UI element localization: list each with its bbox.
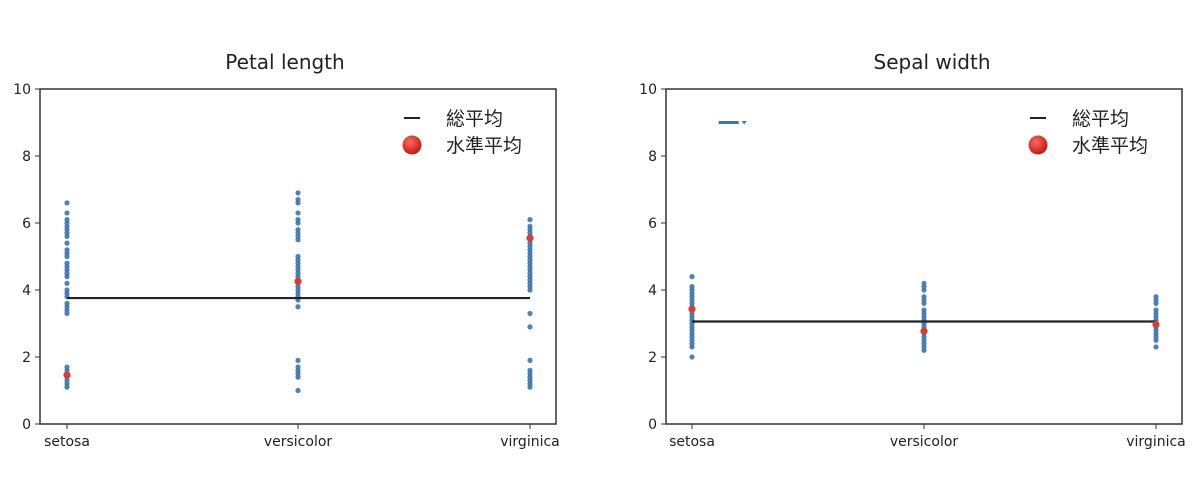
data-point — [295, 304, 301, 310]
data-point — [527, 217, 533, 223]
data-point — [527, 367, 533, 373]
level-mean-marker — [63, 371, 71, 379]
series-versicolor — [921, 280, 927, 353]
series-setosa — [64, 200, 70, 390]
y-tick-label: 0 — [648, 417, 657, 433]
level-mean-marker — [920, 327, 928, 335]
x-tick-label: setosa — [669, 434, 715, 450]
level-mean-marker — [1152, 320, 1160, 329]
data-point — [295, 227, 301, 233]
legend-dot-icon — [402, 135, 422, 155]
data-point — [64, 364, 70, 370]
data-point — [295, 190, 301, 196]
level-mean-marker — [294, 277, 302, 285]
legend-dot-icon — [1028, 135, 1048, 155]
legend-label-level-mean: 水準平均 — [1072, 135, 1148, 157]
stray-marker — [741, 121, 747, 125]
y-tick-label: 4 — [22, 283, 31, 299]
x-tick-label: versicolor — [890, 434, 959, 450]
data-point — [527, 324, 533, 330]
data-point — [527, 223, 533, 229]
data-point — [64, 240, 70, 246]
legend-label-grand-mean: 総平均 — [1072, 108, 1129, 130]
data-point — [689, 274, 695, 280]
data-point — [295, 387, 301, 394]
y-tick-label: 4 — [648, 283, 657, 299]
y-tick-label: 10 — [13, 82, 31, 98]
y-tick-label: 2 — [22, 350, 31, 366]
level-mean-marker — [526, 234, 534, 242]
data-point — [64, 287, 70, 293]
data-point — [921, 280, 927, 286]
data-point — [1153, 307, 1159, 313]
y-tick-label: 8 — [22, 149, 31, 165]
data-point — [689, 354, 695, 360]
y-tick-label: 6 — [648, 216, 657, 232]
series-setosa — [689, 274, 695, 360]
series-virginica — [527, 217, 533, 390]
data-point — [921, 294, 927, 300]
data-point — [64, 300, 70, 306]
data-point — [527, 310, 533, 317]
stray-marks — [718, 121, 739, 124]
data-point — [689, 284, 695, 290]
x-tick-label: setosa — [44, 434, 90, 450]
data-point — [1153, 294, 1159, 300]
y-tick-label: 10 — [639, 82, 657, 98]
data-point — [64, 260, 70, 266]
y-tick-label: 8 — [648, 149, 657, 165]
y-tick-label: 0 — [22, 417, 31, 433]
legend-label-level-mean: 水準平均 — [446, 135, 522, 157]
x-tick-label: virginica — [1126, 434, 1186, 450]
data-point — [64, 200, 70, 206]
chart-title: Petal length — [225, 50, 345, 74]
data-point — [64, 247, 70, 253]
data-point — [64, 210, 70, 216]
data-point — [64, 217, 70, 223]
data-point — [295, 357, 301, 363]
data-point — [295, 364, 301, 370]
data-point — [295, 253, 301, 260]
chart-title: Sepal width — [873, 50, 991, 74]
y-tick-label: 2 — [648, 350, 657, 366]
x-tick-label: virginica — [500, 434, 560, 450]
x-tick-label: versicolor — [264, 434, 333, 450]
data-point — [921, 307, 927, 313]
data-point — [64, 280, 70, 286]
data-point — [295, 217, 301, 223]
data-point — [1153, 344, 1159, 350]
data-point — [295, 196, 301, 203]
legend-label-grand-mean: 総平均 — [446, 108, 503, 130]
level-mean-marker — [688, 305, 696, 313]
data-point — [295, 210, 301, 216]
y-tick-label: 6 — [22, 216, 31, 232]
data-point — [527, 357, 533, 363]
